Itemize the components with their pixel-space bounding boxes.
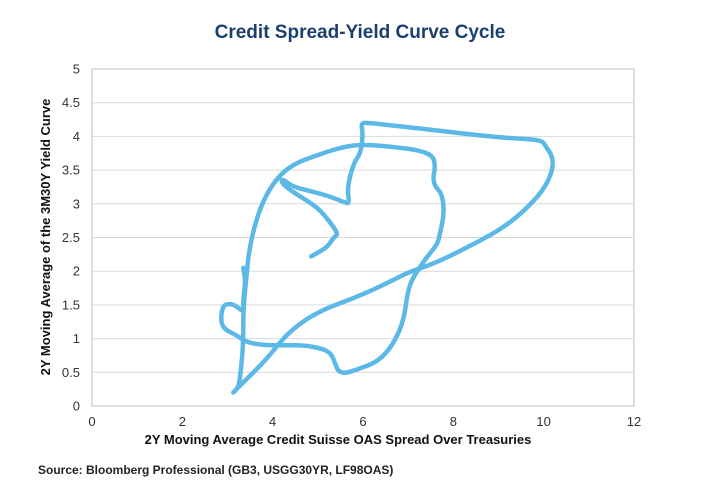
- y-axis-label: 2Y Moving Average of the 3M30Y Yield Cur…: [38, 99, 53, 376]
- y-tick-label: 4.5: [62, 95, 80, 110]
- x-tick-label: 6: [359, 414, 366, 429]
- y-tick-label: 2: [73, 264, 80, 279]
- chart-title: Credit Spread-Yield Curve Cycle: [214, 22, 506, 43]
- x-tick-label: 8: [450, 414, 457, 429]
- x-tick-label: 12: [627, 414, 641, 429]
- series-line: [219, 120, 555, 395]
- y-tick-labels: 0 0.5 1 1.5 2 2.5 3 3.5 4 4.5 5: [62, 62, 80, 414]
- x-tick-label: 2: [179, 414, 186, 429]
- y-tick-label: 4: [73, 129, 80, 144]
- y-tick-label: 0.5: [62, 365, 80, 380]
- x-tick-label: 4: [269, 414, 276, 429]
- grid-lines: [92, 102, 634, 373]
- y-tick-label: 3: [73, 196, 80, 211]
- source-note: Source: Bloomberg Professional (GB3, USG…: [38, 463, 394, 477]
- y-tick-label: 0: [73, 399, 80, 414]
- x-tick-label: 10: [536, 414, 550, 429]
- y-tick-label: 1: [73, 331, 80, 346]
- y-tick-label: 3.5: [62, 163, 80, 178]
- y-tick-label: 1.5: [62, 297, 80, 312]
- x-tick-labels: 0 2 4 6 8 10 12: [88, 414, 641, 429]
- x-tick-label: 0: [88, 414, 95, 429]
- y-tick-label: 2.5: [62, 230, 80, 245]
- x-axis-label: 2Y Moving Average Credit Suisse OAS Spre…: [145, 432, 532, 447]
- y-tick-label: 5: [73, 62, 80, 77]
